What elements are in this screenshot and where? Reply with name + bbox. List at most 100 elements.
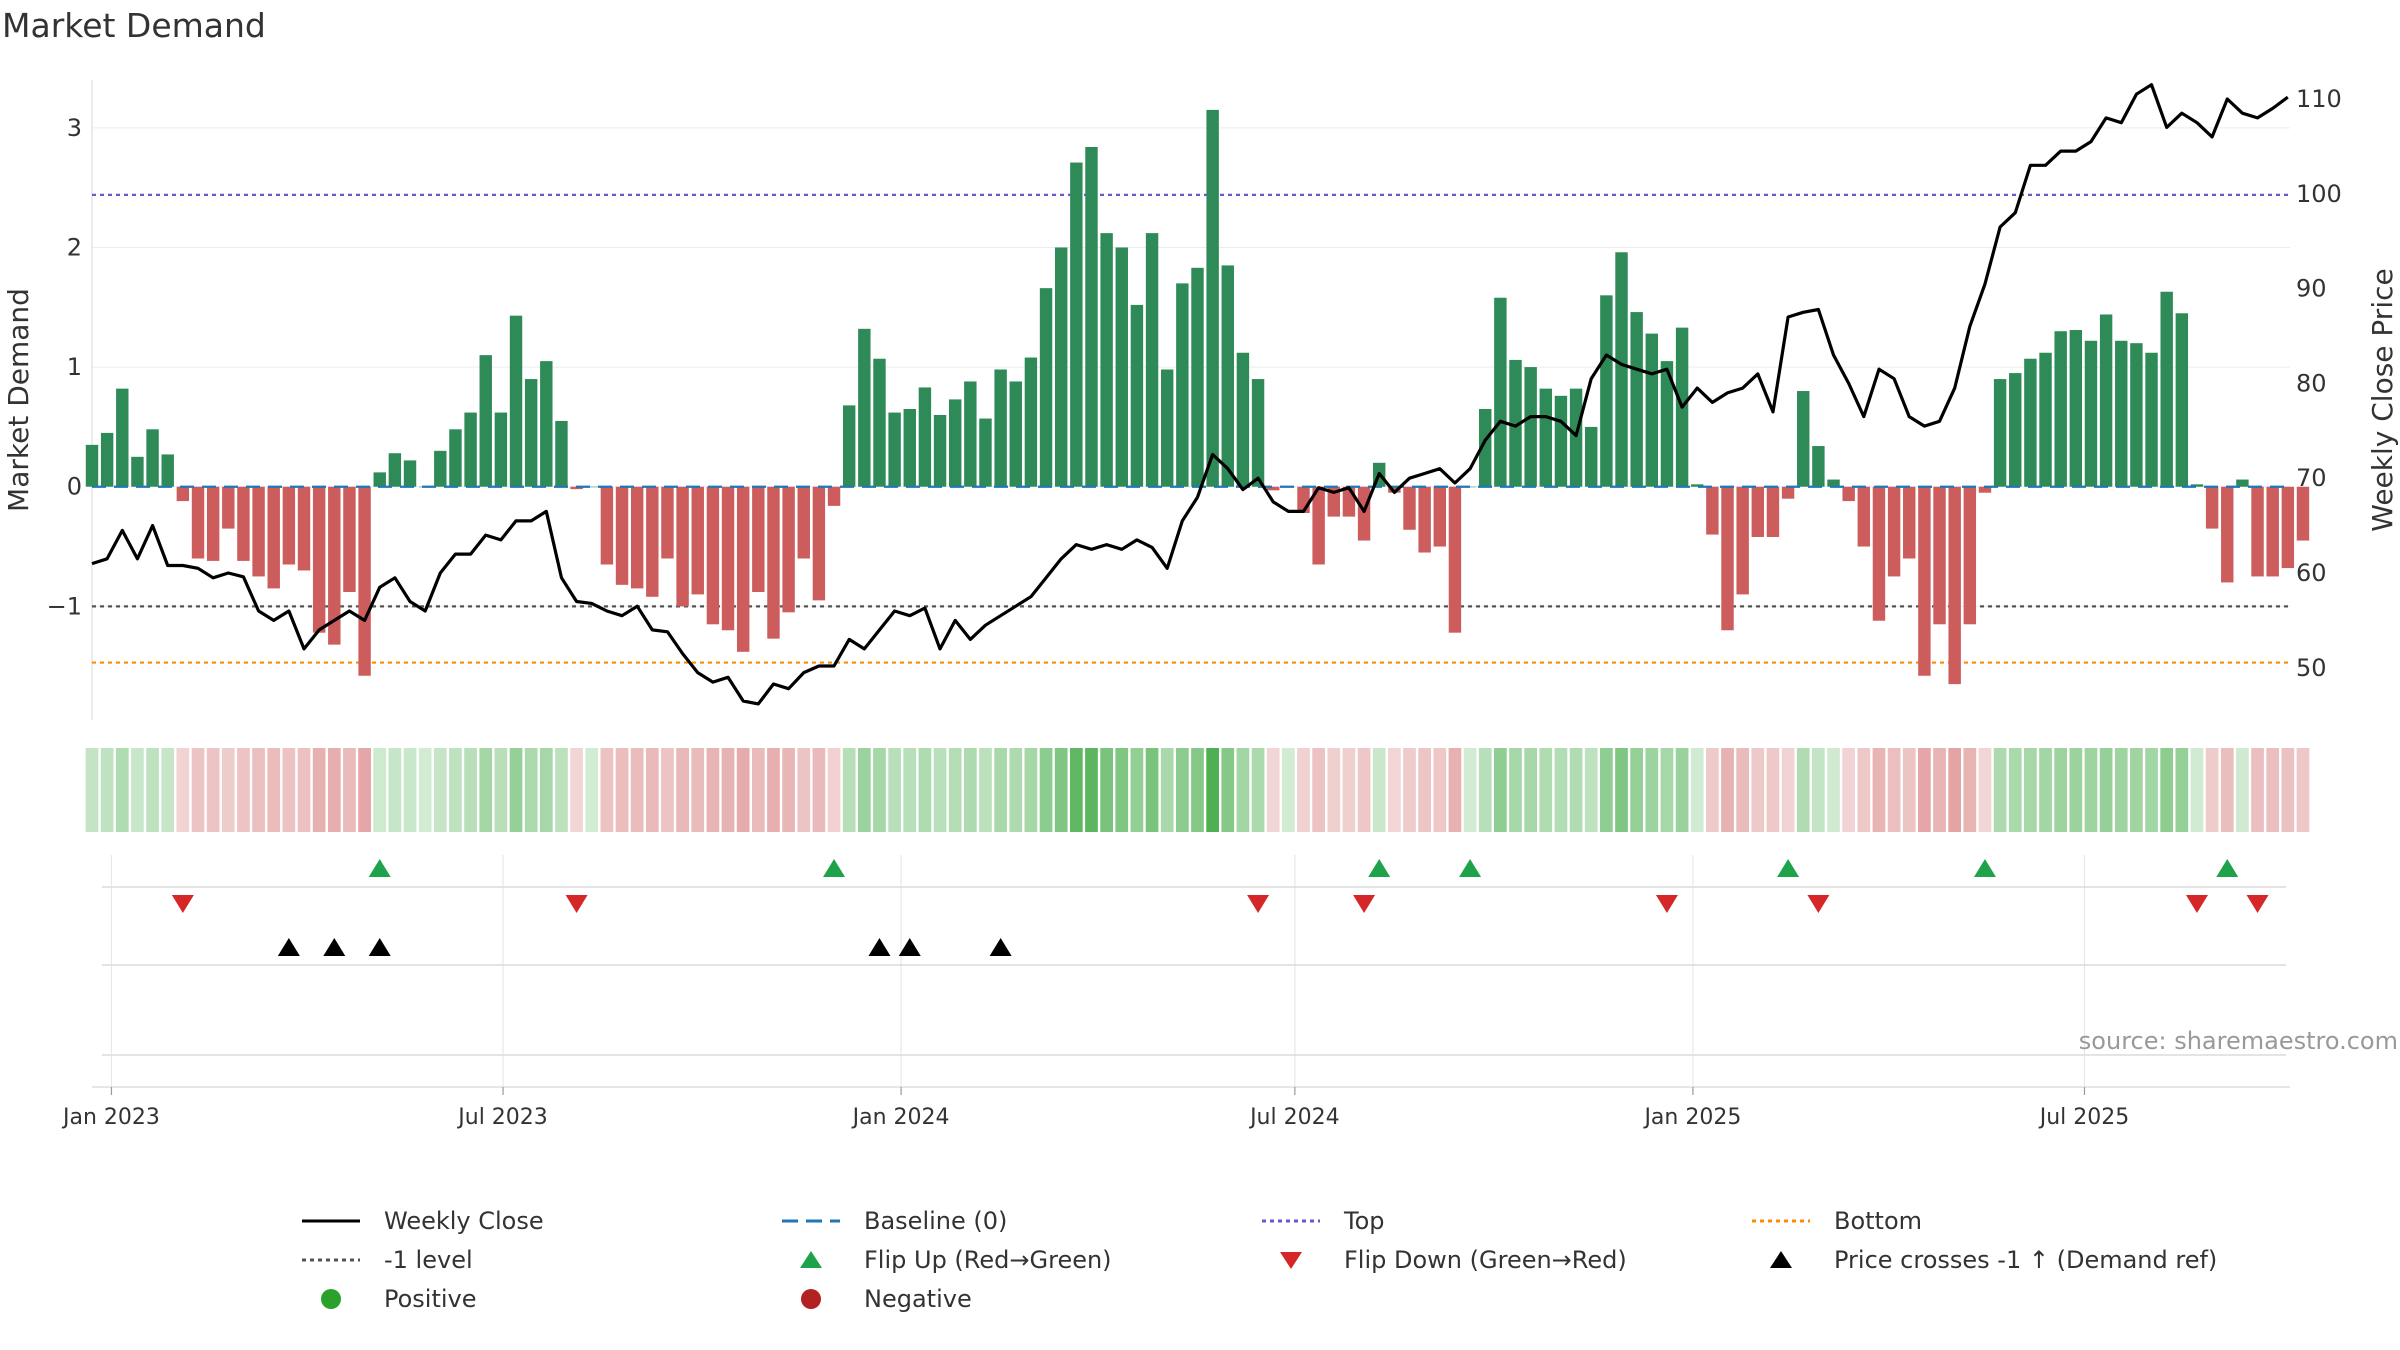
heat-strip-cell [1342,748,1356,832]
heat-strip-cell [1463,748,1477,832]
demand-bar [1993,379,2007,487]
demand-bar [2190,484,2204,487]
flip-up-marker [1459,859,1482,877]
heat-strip-cell [1918,748,1931,832]
heat-strip-cell [312,748,326,832]
demand-bar [328,486,341,645]
heat-strip-cell [100,748,114,832]
legend-label: Negative [864,1285,972,1313]
legend-item: Weekly Close [300,1205,544,1237]
heat-strip-cell [1660,748,1674,832]
heat-strip-cell [600,748,614,832]
heat-strip-cell [1569,748,1583,832]
legend-item: Flip Down (Green→Red) [1260,1244,1627,1276]
demand-bar [1963,486,1977,625]
flip-down-marker [1807,895,1830,913]
y2-tick-label: 50 [2296,654,2327,682]
demand-bar [827,486,841,506]
demand-bar [1433,486,1446,547]
demand-bar [1357,486,1371,541]
heat-strip-cell [1872,748,1886,832]
heat-strip-cell [1478,748,1492,832]
demand-bar [434,450,447,487]
heat-strip-cell [252,748,265,832]
price-cross-marker [368,938,391,956]
heat-strip-cell [1690,748,1704,832]
demand-bar [1130,304,1144,487]
legend-item: Flip Up (Red→Green) [780,1244,1112,1276]
heat-strip-cell [464,748,477,832]
demand-bar [706,486,720,625]
legend-label: Bottom [1834,1207,1923,1235]
demand-bar [630,486,644,589]
demand-bar [540,361,553,487]
demand-bar [1160,369,1174,487]
demand-bar [1312,486,1325,565]
heat-strip-cell [2130,748,2143,832]
demand-bar [1251,379,1265,487]
demand-bar [100,432,114,487]
heat-strip-cell [1933,748,1946,832]
demand-bar [464,412,477,487]
demand-bar [1085,146,1098,487]
legend-symbol [801,1289,821,1309]
heat-strip-cell [1024,748,1038,832]
heat-strip-cell [1145,748,1159,832]
heat-strip-cell [1054,748,1068,832]
demand-bar [691,486,704,595]
heat-strip-cell [1766,748,1780,832]
legend-symbol [782,1219,840,1223]
heat-strip-cell [161,748,175,832]
demand-bar [297,486,311,571]
price-cross-marker [868,938,891,956]
chart-legend: Weekly Close Baseline (0) Top Bottom -1 leve… [300,1205,2300,1325]
heat-strip-cell [555,748,568,832]
demand-bar [1812,446,1825,487]
demand-bar [267,486,280,589]
heat-strip-cell [1615,748,1628,832]
demand-bar [373,472,386,487]
heat-strip-cell [585,748,599,832]
heat-strip-cell [267,748,281,832]
heat-strip-cell [979,748,992,832]
demand-bar [797,486,810,559]
price-cross-marker [277,938,300,956]
heat-strip-cell [888,748,901,832]
demand-bar [1327,486,1340,517]
x-tick-label: Jul 2023 [456,1105,548,1130]
heat-strip-cell [2236,748,2249,832]
y2-tick-label: 60 [2296,559,2327,587]
demand-bar [842,405,856,487]
heat-strip-cell [1085,748,1098,832]
demand-bar [191,486,205,559]
heat-strip-cell [1539,748,1553,832]
heat-strip-cell [1403,748,1416,832]
demand-bar [1887,486,1901,577]
heat-strip-cell [433,748,447,832]
heat-strip-cell [767,748,780,832]
demand-bar [2175,313,2189,487]
demand-bar [1070,162,1083,487]
price-cross-marker [989,938,1012,956]
heat-strip-cell [221,748,235,832]
heat-strip-cell [676,748,689,832]
heat-strip-cell [373,748,387,832]
heat-strip-cell [85,748,99,832]
heat-strip-cell [449,748,462,832]
chart-title: Market Demand [2,6,266,45]
y-tick-label: −1 [47,592,82,620]
demand-bar [1494,297,1507,487]
price-cross-marker [323,938,346,956]
heat-strip-cell [2084,748,2098,832]
demand-bar [948,399,962,487]
demand-bar [1539,388,1553,487]
demand-bar [1236,352,1250,487]
demand-bar [1842,486,1855,502]
heat-strip-cell [1387,748,1401,832]
demand-bar [2266,486,2279,577]
demand-bar [116,388,129,487]
demand-bar [873,358,886,487]
heat-strip-cell [2145,748,2158,832]
heat-strip-cell [873,748,886,832]
